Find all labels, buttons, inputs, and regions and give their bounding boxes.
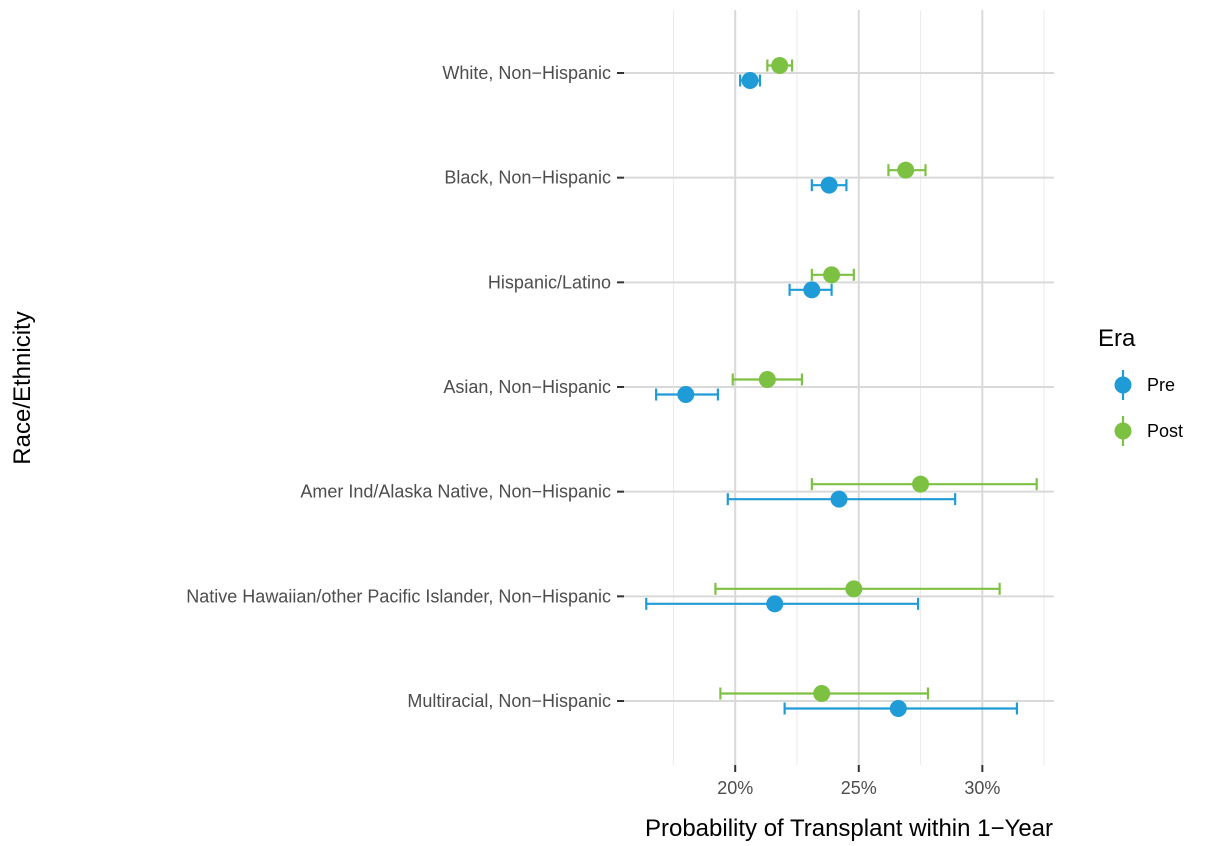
- major-gridlines: [624, 10, 1054, 765]
- y-axis-ticks: White, Non−Hispanic Black, Non−Hispanic Hi…: [186, 63, 624, 711]
- legend-title: Era: [1098, 325, 1136, 352]
- y-tick-label: Native Hawaiian/other Pacific Islander, …: [186, 586, 611, 606]
- data-point: [677, 386, 695, 403]
- y-tick-label: Hispanic/Latino: [488, 272, 611, 292]
- series-post: [714, 57, 1038, 702]
- data-point: [845, 580, 863, 598]
- y-tick-label: Asian, Non−Hispanic: [443, 377, 611, 397]
- x-axis-title: Probability of Transplant within 1−Year: [645, 815, 1053, 842]
- y-tick-label: Multiracial, Non−Hispanic: [407, 691, 611, 711]
- y-tick-label: Black, Non−Hispanic: [444, 168, 611, 188]
- y-tick-label: Amer Ind/Alaska Native, Non−Hispanic: [300, 482, 611, 502]
- data-point: [889, 700, 907, 717]
- data-marks: [645, 57, 1038, 717]
- x-axis-ticks: 20% 25% 30%: [717, 765, 1000, 798]
- legend: Era Pre Post: [1098, 325, 1183, 446]
- data-point: [813, 685, 831, 702]
- series-pre: [645, 72, 1019, 717]
- x-tick-label: 25%: [841, 778, 877, 798]
- data-point: [820, 176, 838, 194]
- data-point: [758, 371, 776, 388]
- data-point: [823, 266, 841, 284]
- legend-item-post: Post: [1114, 416, 1183, 446]
- data-point: [741, 72, 759, 89]
- legend-key-point: [1114, 376, 1132, 394]
- legend-label: Pre: [1147, 375, 1175, 395]
- data-point: [897, 161, 915, 179]
- data-point: [830, 490, 848, 508]
- legend-label: Post: [1147, 421, 1183, 441]
- y-tick-label: White, Non−Hispanic: [442, 63, 611, 83]
- data-point: [766, 595, 784, 613]
- data-point: [771, 57, 789, 74]
- data-point: [803, 281, 821, 299]
- x-tick-label: 20%: [717, 778, 753, 798]
- legend-item-pre: Pre: [1114, 370, 1175, 400]
- y-axis-title: Race/Ethnicity: [9, 311, 36, 464]
- data-point: [912, 475, 930, 493]
- legend-key-point: [1114, 422, 1132, 440]
- x-tick-label: 30%: [964, 778, 1000, 798]
